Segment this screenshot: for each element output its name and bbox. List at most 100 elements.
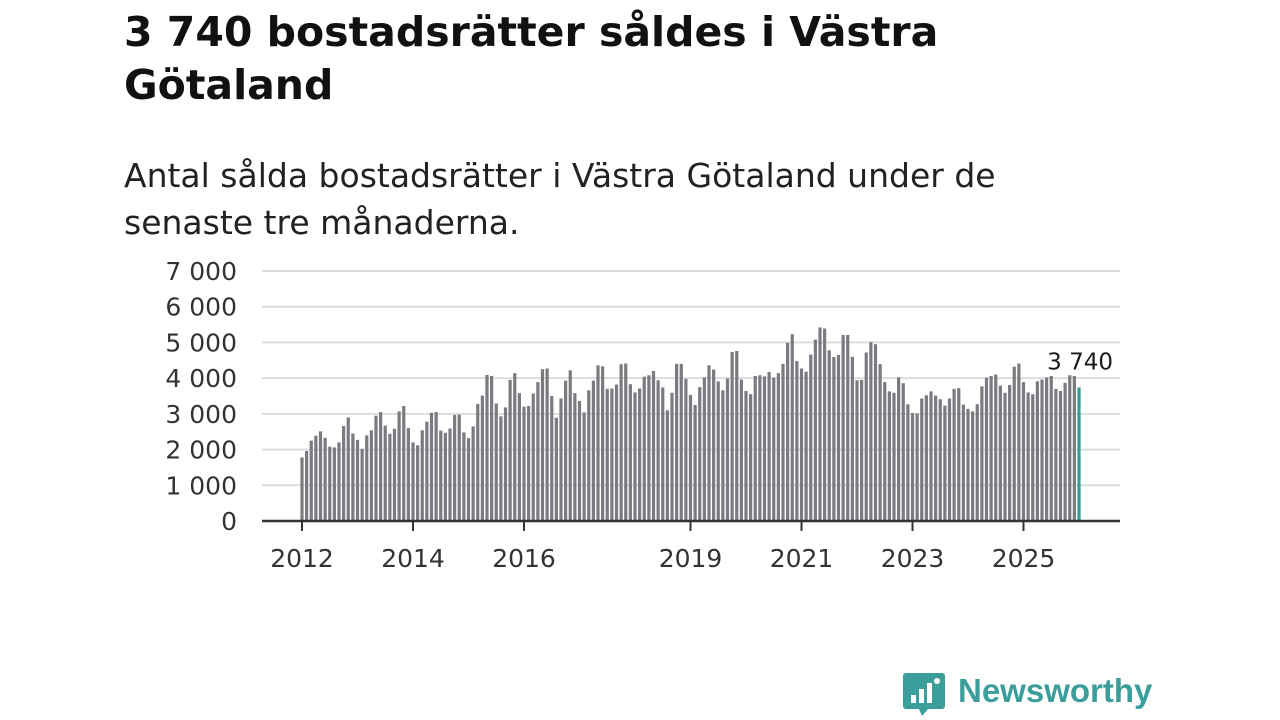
bar (1049, 376, 1053, 521)
bar (966, 408, 970, 521)
newsworthy-chart-bubble-icon (903, 673, 945, 716)
bar (374, 415, 378, 521)
bar (392, 428, 397, 521)
bar (855, 380, 859, 521)
bar (892, 392, 896, 521)
bar (707, 365, 711, 521)
bar (716, 381, 720, 521)
bar (767, 372, 771, 521)
bar (971, 411, 975, 521)
bar (587, 390, 591, 521)
bar (1072, 376, 1076, 521)
bar (679, 363, 683, 521)
bar (749, 394, 753, 521)
y-tick-label: 6 000 (165, 293, 237, 322)
bar (596, 365, 600, 521)
bar (369, 430, 373, 521)
bar (924, 395, 928, 521)
bar (610, 388, 614, 521)
bar (559, 398, 563, 521)
bar (929, 391, 933, 521)
bar (536, 382, 540, 521)
bar (906, 404, 910, 521)
bar (758, 375, 762, 521)
x-tick-label: 2014 (381, 544, 445, 573)
bar (947, 398, 952, 521)
x-tick-label: 2019 (659, 544, 723, 573)
bar (416, 445, 420, 521)
bar (466, 438, 471, 521)
bar (730, 352, 734, 521)
y-tick-label: 0 (221, 507, 237, 536)
bar (480, 395, 484, 521)
bar (952, 388, 956, 521)
bar (314, 435, 318, 521)
bar (712, 369, 716, 521)
bar (841, 334, 845, 521)
bar (365, 435, 369, 521)
bar (804, 371, 808, 521)
bar (323, 437, 327, 521)
bar (943, 405, 947, 521)
bar (998, 385, 1002, 521)
bar-latest (1077, 387, 1081, 521)
bar (823, 328, 827, 521)
y-tick-label: 7 000 (165, 257, 237, 286)
bar (342, 426, 346, 521)
bar (864, 352, 868, 521)
bar (540, 369, 545, 521)
bar (476, 403, 480, 521)
bar (675, 363, 679, 521)
bar (346, 417, 350, 521)
newsworthy-logo-text: Newsworthy (958, 672, 1153, 709)
bar (494, 403, 498, 521)
bar (379, 412, 383, 521)
y-tick-label: 4 000 (165, 364, 237, 393)
bar (1063, 382, 1067, 521)
bar (702, 377, 706, 521)
bar (721, 390, 725, 521)
bar (818, 327, 822, 521)
bar (591, 380, 595, 521)
x-tick-label: 2012 (270, 544, 334, 573)
bar (402, 406, 406, 521)
bar (938, 399, 942, 521)
bar (545, 368, 549, 521)
bar (878, 364, 882, 521)
bar (582, 412, 586, 521)
bar (531, 393, 535, 521)
bar (989, 376, 993, 521)
bar (1017, 363, 1021, 521)
bar (1021, 382, 1026, 521)
bar (485, 374, 489, 521)
bar (328, 446, 332, 521)
chart-title: 3 740 bostadsrätter såldes i Västra Göta… (124, 8, 939, 109)
bar (564, 380, 568, 521)
bar (429, 412, 434, 521)
bar (383, 425, 387, 521)
bar (799, 368, 804, 521)
bar (420, 430, 424, 521)
bar (490, 376, 494, 521)
bar (656, 380, 660, 521)
bar (351, 433, 355, 521)
bar (305, 451, 309, 521)
bar (318, 431, 323, 521)
bar (614, 384, 619, 521)
bar (781, 363, 785, 521)
bar (836, 354, 841, 521)
last-value-label: 3 740 (1047, 349, 1113, 375)
x-tick-label: 2021 (770, 544, 834, 573)
bar (915, 413, 919, 521)
bar (406, 428, 410, 521)
bar (1031, 394, 1035, 521)
bar (550, 396, 554, 521)
bar (388, 433, 392, 521)
bar (670, 392, 674, 521)
x-tick-label: 2016 (492, 544, 556, 573)
bar (665, 410, 669, 521)
bar (651, 371, 656, 521)
bar (744, 391, 748, 521)
bar (360, 448, 364, 521)
